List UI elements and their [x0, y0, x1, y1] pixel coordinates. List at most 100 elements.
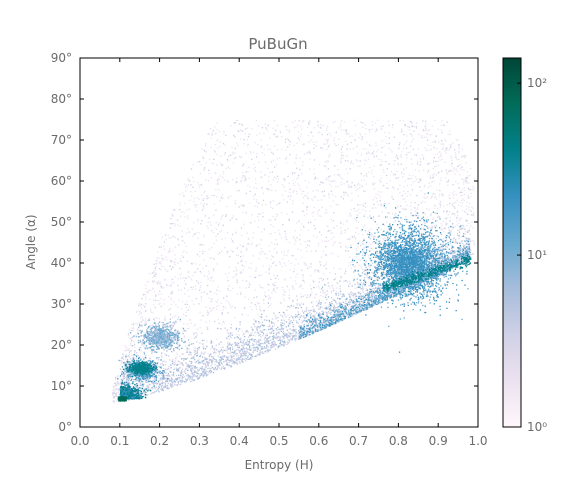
density-cell — [262, 265, 264, 267]
density-cell — [181, 368, 184, 370]
density-cell — [325, 306, 327, 308]
density-cell — [170, 217, 172, 220]
density-cell — [222, 224, 224, 226]
density-cell — [427, 186, 429, 188]
density-cell — [158, 293, 160, 295]
density-cell — [338, 320, 341, 322]
density-cell — [259, 325, 262, 327]
density-cell — [265, 329, 267, 331]
density-cell — [180, 362, 182, 364]
density-cell — [380, 263, 382, 265]
density-cell — [412, 285, 414, 287]
density-cell — [370, 228, 372, 230]
density-cell — [292, 330, 295, 332]
density-cell — [356, 243, 359, 245]
density-cell — [401, 173, 403, 175]
density-cell — [417, 204, 419, 206]
density-cell — [458, 235, 460, 237]
density-cell — [261, 324, 263, 326]
density-cell — [226, 332, 228, 334]
density-cell — [377, 286, 379, 288]
density-cell — [314, 269, 316, 271]
density-cell — [448, 130, 451, 132]
density-cell — [363, 175, 365, 177]
density-cell — [372, 183, 374, 185]
density-cell — [170, 237, 172, 239]
density-cell — [401, 130, 403, 132]
density-cell — [272, 283, 274, 285]
density-cell — [391, 239, 393, 242]
density-cell — [200, 300, 203, 302]
density-cell — [127, 334, 129, 337]
density-cell — [295, 154, 298, 156]
density-cell — [220, 218, 222, 220]
density-cell — [340, 246, 342, 248]
density-cell — [461, 236, 463, 238]
density-cell — [200, 319, 202, 321]
density-cell — [446, 149, 448, 151]
density-cell — [433, 160, 435, 162]
density-cell — [248, 286, 250, 288]
density-cell — [180, 289, 182, 291]
density-cell — [199, 367, 201, 369]
density-cell — [297, 174, 300, 177]
density-cell — [270, 303, 272, 305]
density-cell — [218, 131, 220, 133]
density-cell — [363, 215, 365, 218]
density-cell — [167, 234, 169, 236]
density-cell — [308, 123, 310, 125]
density-cell — [220, 328, 222, 330]
density-cell — [440, 202, 442, 204]
density-cell — [273, 285, 275, 287]
density-cell — [281, 286, 284, 288]
density-cell — [221, 216, 223, 218]
density-cell — [240, 271, 242, 273]
density-cell — [296, 273, 298, 275]
density-cell — [216, 365, 218, 367]
density-cell — [238, 206, 240, 208]
density-cell — [248, 282, 250, 284]
density-cell — [140, 379, 143, 381]
density-cell — [255, 119, 257, 122]
density-cell — [189, 319, 191, 321]
density-cell — [367, 255, 370, 257]
density-cell — [364, 206, 367, 208]
density-cell — [151, 272, 154, 274]
density-cell — [353, 304, 355, 306]
density-cell — [327, 225, 329, 227]
density-cell — [293, 184, 296, 187]
density-cell — [423, 130, 425, 132]
density-cell — [193, 356, 195, 358]
density-cell — [186, 300, 188, 303]
density-cell — [347, 160, 349, 162]
density-cell — [168, 326, 170, 328]
density-cell — [345, 168, 347, 170]
density-cell — [240, 359, 242, 361]
density-cell — [201, 244, 203, 246]
density-cell — [446, 121, 448, 123]
density-cell — [319, 328, 321, 330]
density-cell — [370, 294, 373, 296]
density-cell — [236, 190, 238, 192]
density-cell — [227, 301, 230, 304]
density-cell — [449, 217, 451, 219]
density-cell — [267, 325, 269, 328]
density-cell — [255, 328, 258, 330]
density-cell — [155, 371, 157, 373]
density-cell — [439, 204, 442, 206]
density-cell — [305, 308, 308, 310]
density-cell — [266, 129, 268, 131]
density-cell — [209, 372, 211, 375]
density-cell — [217, 183, 219, 185]
density-cell — [128, 383, 130, 385]
density-cell — [442, 257, 444, 259]
density-cell — [273, 120, 275, 122]
density-cell — [454, 214, 456, 216]
density-cell — [429, 185, 432, 187]
density-cell — [194, 365, 197, 368]
density-cell — [210, 291, 212, 293]
density-cell — [429, 134, 431, 136]
density-cell — [141, 329, 143, 332]
density-cell — [181, 211, 183, 213]
density-cell — [303, 325, 305, 327]
